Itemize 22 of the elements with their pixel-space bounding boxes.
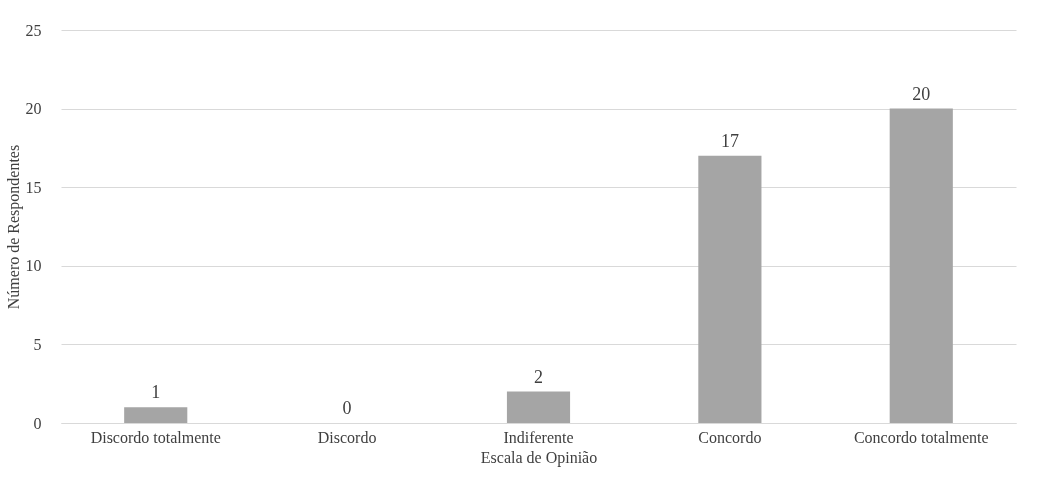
x-tick-label: Indiferente (503, 428, 574, 446)
x-tick-label: Concordo totalmente (853, 428, 989, 446)
bar (506, 391, 571, 423)
data-label: 1 (151, 382, 161, 403)
x-tick-label: Discordo (317, 428, 377, 446)
data-label: 17 (720, 130, 739, 151)
x-tick-label: Concordo (698, 428, 762, 446)
bar (889, 108, 953, 423)
x-tick-label: Discordo totalmente (90, 428, 221, 446)
bar (124, 407, 188, 423)
y-tick-label: 25 (25, 21, 42, 39)
y-axis-title: Número de Respondentes (4, 144, 23, 310)
bar (698, 155, 762, 423)
y-tick-label: 20 (25, 100, 42, 118)
data-label: 0 (342, 398, 352, 418)
data-label: 20 (912, 83, 931, 104)
data-label: 2 (534, 366, 543, 387)
y-tick-label: 15 (25, 178, 42, 196)
y-tick-label: 0 (33, 414, 42, 432)
y-tick-label: 5 (33, 335, 42, 353)
y-tick-label: 10 (25, 257, 42, 275)
x-axis-title: Escala de Opinião (480, 448, 598, 467)
